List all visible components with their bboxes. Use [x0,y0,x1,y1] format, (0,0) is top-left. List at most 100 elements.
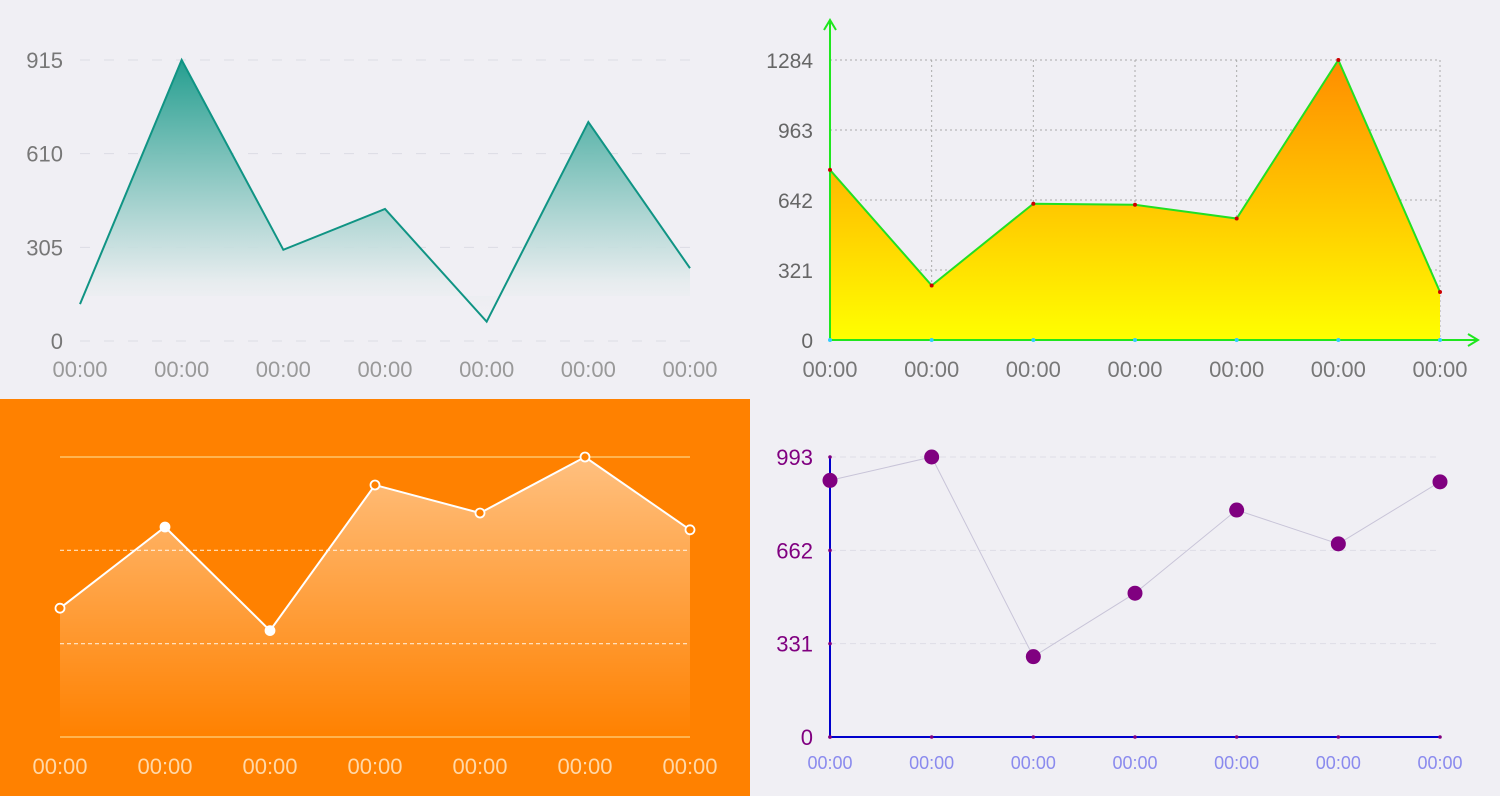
chart-2-x-tick-mark [828,338,832,342]
chart-4-axes [828,455,1442,739]
chart-2-x-tick: 00:00 [802,357,857,382]
chart-1-y-tick: 0 [51,329,63,354]
chart-3-x-tick: 00:00 [557,754,612,779]
chart-4-y-tick-mark [828,455,832,459]
chart-2-points [828,58,1442,342]
chart-1-x-tick: 00:00 [357,357,412,382]
chart-2-x-tick: 00:00 [1412,357,1467,382]
chart-2-y-axis-arrow [823,18,837,31]
chart-3-area-fill [60,457,690,737]
chart-4-x-tick-mark [828,735,832,739]
chart-2-point [1234,216,1239,221]
chart-3-point [54,602,66,614]
chart-2-point [1133,202,1137,207]
chart-2-point [1031,201,1036,206]
chart-4-x-tick: 00:00 [1214,753,1259,773]
chart-2-x-tick-mark [1234,338,1239,342]
chart-4-x-tick-mark [1133,735,1137,739]
chart-1-series-line [79,57,691,324]
chart-4-point [1127,585,1143,601]
chart-2-x-tick-mark [929,338,934,342]
chart-3-x-tick: 00:00 [137,754,192,779]
chart-2-area-fill [830,60,1440,340]
chart-4-grid [830,456,1440,645]
chart-1-x-tick: 00:00 [459,357,514,382]
chart-1-x-tick: 00:00 [662,357,717,382]
chart-2-y-tick: 1284 [766,50,813,73]
chart-2-x-tick: 00:00 [1107,357,1162,382]
chart-1-y-tick-labels: 0 305 610 915 [26,48,63,354]
chart-1-area-fill [80,60,690,322]
chart-3-point [369,479,381,491]
chart-3-x-tick: 00:00 [452,754,507,779]
chart-3-x-tick: 00:00 [32,754,87,779]
chart-2-y-tick: 0 [801,330,813,353]
chart-3-point [684,524,696,536]
chart-3-points [54,451,696,636]
chart-1-x-tick: 00:00 [154,357,209,382]
chart-4-x-tick: 00:00 [909,753,954,773]
chart-4-x-tick: 00:00 [1011,753,1056,773]
chart-3-point [579,451,591,463]
chart-2-x-tick: 00:00 [1311,357,1366,382]
chart-2-y-tick: 642 [778,190,813,213]
chart-4-points [822,449,1448,665]
chart-3-point [474,507,486,519]
chart-2-y-tick-labels: 0 321 642 963 1284 [766,50,813,353]
chart-4-x-tick: 00:00 [1316,753,1361,773]
chart-1-x-tick: 00:00 [561,357,616,382]
chart-4-point [1432,474,1448,490]
chart-1-x-tick: 00:00 [256,357,311,382]
chart-4-y-tick-mark [828,641,832,646]
chart-2-axes [823,18,1480,347]
chart-3-orange-area: 00:00 00:00 00:00 00:00 00:00 00:00 00:00 [0,399,750,796]
chart-2-x-tick-mark [1336,338,1341,342]
chart-2-x-tick-mark [1031,338,1036,342]
chart-4-point [1025,649,1041,665]
chart-1-y-tick: 915 [26,48,63,73]
chart-2-point [929,283,934,288]
chart-2-x-tick: 00:00 [1209,357,1264,382]
chart-1-x-tick-labels: 00:00 00:00 00:00 00:00 00:00 00:00 00:00 [52,357,717,382]
chart-4-y-tick: 993 [776,445,813,470]
chart-4-x-tick: 00:00 [807,753,852,773]
chart-2-point [1336,58,1341,62]
chart-4-point [1229,502,1245,518]
chart-2-x-axis-arrow [1467,333,1480,347]
chart-3-point [264,625,276,636]
chart-2-y-tick: 321 [778,260,813,283]
chart-2-y-tick: 963 [778,120,813,143]
chart-2-x-tick: 00:00 [904,357,959,382]
chart-2-x-tick-mark [1438,338,1442,342]
chart-4-x-tick-mark [1336,735,1341,739]
chart-4-connector-line [829,456,1441,658]
chart-4-x-tick: 00:00 [1417,753,1462,773]
chart-3-x-tick-labels: 00:00 00:00 00:00 00:00 00:00 00:00 00:00 [32,754,717,779]
chart-3-x-tick: 00:00 [242,754,297,779]
chart-4-point [924,449,940,465]
chart-4-x-tick: 00:00 [1112,753,1157,773]
chart-4-x-tick-labels: 00:00 00:00 00:00 00:00 00:00 00:00 00:00 [807,753,1462,773]
chart-4-x-tick-mark [1234,735,1239,739]
chart-3-x-tick: 00:00 [347,754,402,779]
chart-4-y-tick: 0 [801,725,813,750]
chart-1-y-tick: 305 [26,235,63,260]
chart-4-y-tick: 662 [776,538,813,563]
chart-2-gradient-area: 0 321 642 963 1284 00:00 00:00 00:00 00:00 00:00… [766,18,1480,382]
chart-4-point [1330,536,1346,552]
chart-3-point [159,521,171,533]
chart-1-y-tick: 610 [26,142,63,167]
chart-3-x-tick: 00:00 [662,754,717,779]
chart-1-x-tick: 00:00 [52,357,107,382]
chart-4-x-tick-mark [929,735,934,739]
chart-4-y-tick: 331 [776,632,813,657]
chart-4-point [822,472,838,488]
chart-2-x-tick: 00:00 [1006,357,1061,382]
chart-4-x-tick-mark [1438,735,1442,739]
chart-2-x-tick-mark [1133,338,1137,342]
chart-2-point [1438,290,1442,295]
chart-4-y-tick-mark [828,548,832,553]
